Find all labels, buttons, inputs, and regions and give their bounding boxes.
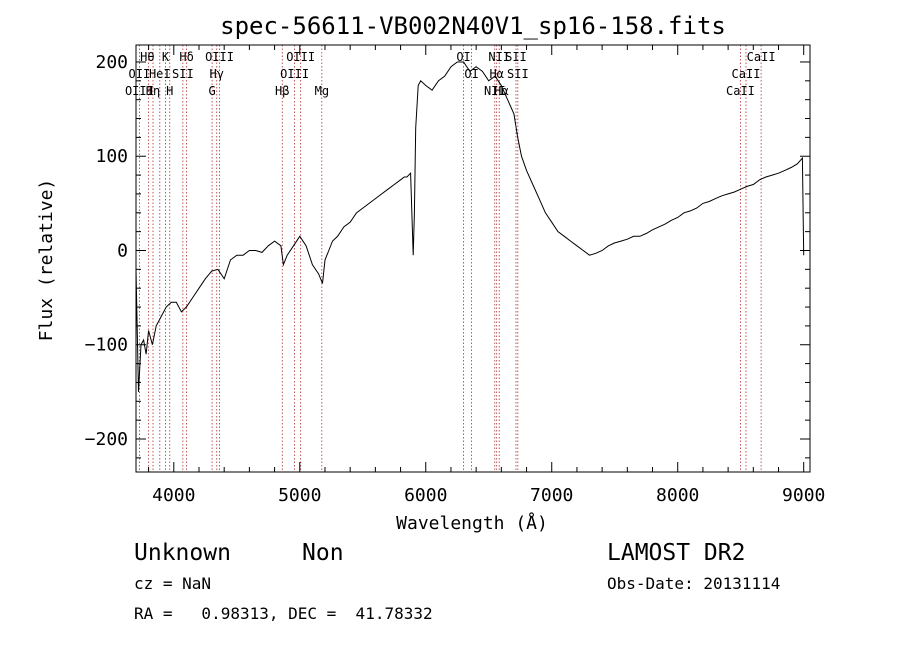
line-label-nii: NII xyxy=(484,84,506,98)
redshift-label: cz = NaN xyxy=(134,574,212,593)
line-label-oiii: OIII xyxy=(125,84,154,98)
classification-label: Unknown xyxy=(134,540,231,566)
y-tick-label: 200 xyxy=(95,52,128,73)
line-label-g: G xyxy=(208,84,215,98)
line-label-k: K xyxy=(162,50,170,64)
line-label-hδ: Hδ xyxy=(179,50,193,64)
line-label-oiii: OIII xyxy=(205,50,234,64)
line-label-sii: SII xyxy=(172,67,194,81)
x-tick-label: 7000 xyxy=(530,485,573,506)
line-label-hθ: Hθ xyxy=(140,50,154,64)
x-axis-ticks: 4000 5000 6000 7000 8000 9000 xyxy=(148,45,825,506)
obs-date-label: Obs-Date: 20131114 xyxy=(607,574,781,593)
line-label-caii: CaII xyxy=(747,50,776,64)
x-tick-label: 9000 xyxy=(782,485,825,506)
line-label-sii: SII xyxy=(505,50,527,64)
x-tick-label: 5000 xyxy=(278,485,321,506)
line-label-oi: OI xyxy=(464,67,478,81)
line-label-hei: HeI xyxy=(149,67,171,81)
line-label-oii: OII xyxy=(129,67,151,81)
y-axis-ticks: −200 −100 0 100 200 xyxy=(85,52,810,459)
line-label-hβ: Hβ xyxy=(275,84,289,98)
coordinates-label: RA = 0.98313, DEC = 41.78332 xyxy=(134,604,433,623)
plot-frame xyxy=(135,44,811,473)
line-label-caii: CaII xyxy=(732,67,761,81)
line-label-oiii: OIII xyxy=(286,50,315,64)
line-label-oiii: OIII xyxy=(280,67,309,81)
line-label-hη: Hη xyxy=(146,84,160,98)
x-axis-label: Wavelength (Å) xyxy=(396,512,548,534)
line-label-caii: CaII xyxy=(726,84,755,98)
y-axis-label: Flux (relative) xyxy=(36,179,57,342)
y-tick-label: 100 xyxy=(95,146,128,167)
subclass-label: Non xyxy=(302,540,344,566)
x-tick-label: 8000 xyxy=(656,485,699,506)
line-label-mg: Mg xyxy=(315,84,329,98)
y-tick-label: −100 xyxy=(85,335,128,356)
line-label-h: H xyxy=(166,84,173,98)
spectrum-series-line xyxy=(135,61,805,392)
line-label-oi: OI xyxy=(456,50,470,64)
x-tick-label: 4000 xyxy=(152,485,195,506)
line-label-sii: SII xyxy=(507,67,529,81)
chart-title: spec-56611-VB002N40V1_sp16-158.fits xyxy=(220,12,726,40)
y-tick-label: 0 xyxy=(117,240,128,261)
y-tick-label: −200 xyxy=(85,429,128,450)
emission-line-markers xyxy=(139,45,762,472)
x-tick-label: 6000 xyxy=(404,485,447,506)
line-label-nii: NII xyxy=(488,50,510,64)
line-label-hγ: Hγ xyxy=(210,67,224,81)
survey-label: LAMOST DR2 xyxy=(607,540,746,566)
